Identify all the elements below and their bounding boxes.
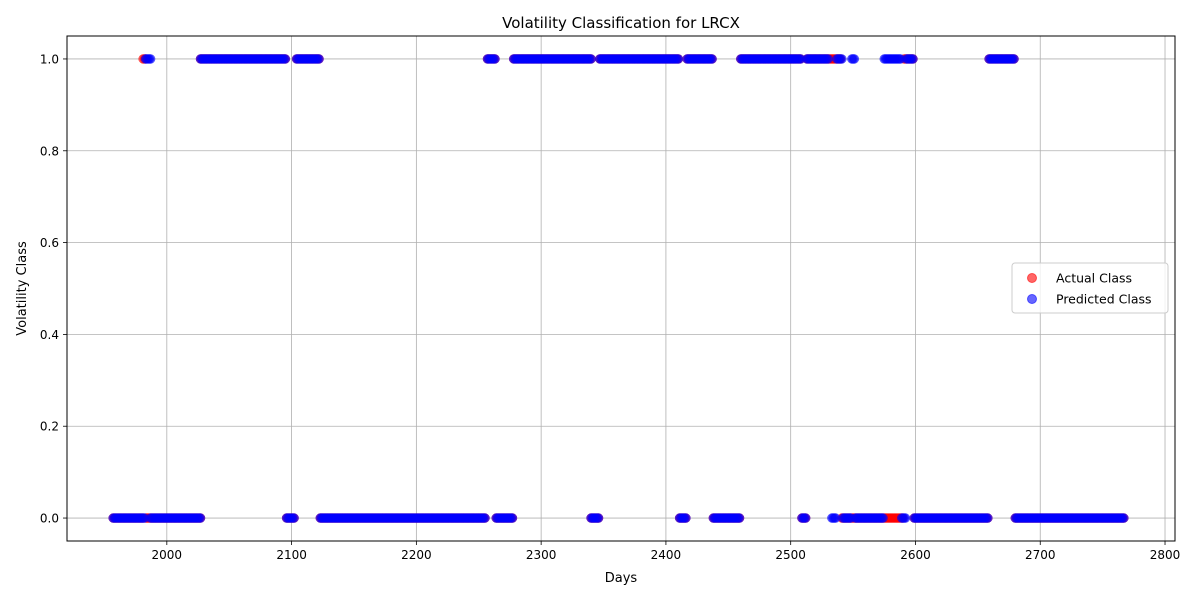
x-tick-label: 2200 [401,548,432,562]
predicted-class-point [900,513,911,523]
predicted-class-point [586,54,596,64]
legend-marker-actual [1027,273,1037,283]
y-tick-label: 0.6 [40,236,59,250]
predicted-class-point [681,513,691,523]
predicted-class-point [490,54,500,64]
plot-frame [66,35,1176,542]
x-tick-label: 2300 [526,548,557,562]
x-axis-ticks: 2000 2100 2200 2300 2400 2500 2600 2700 2800 [152,541,1181,562]
predicted-class-point [849,54,860,64]
legend-label-actual: Actual Class [1056,271,1132,286]
legend-box [1011,262,1169,314]
predicted-class-point [507,513,518,523]
x-tick-label: 2800 [1150,548,1181,562]
x-tick-label: 2400 [651,548,682,562]
predicted-class-point [145,54,156,64]
predicted-class-point [908,54,918,64]
predicted-class-point [673,54,684,64]
legend-label-predicted: Predicted Class [1056,292,1152,307]
x-axis-label: Days [605,571,638,586]
predicted-class-point [734,513,745,523]
x-tick-label: 2600 [900,548,931,562]
predicted-class-point [878,513,888,523]
predicted-class-point [280,54,291,64]
y-tick-label: 0.2 [40,420,59,434]
predicted-class-point [289,513,299,523]
predicted-class-point [707,54,717,64]
legend-marker-predicted [1027,294,1037,304]
x-tick-label: 2000 [152,548,183,562]
y-tick-label: 0.8 [40,144,59,158]
y-tick-label: 0.0 [40,512,59,526]
predicted-class-point [480,513,490,523]
y-tick-label: 0.4 [40,328,59,342]
predicted-class-point [314,54,324,64]
x-tick-label: 2700 [1025,548,1056,562]
predicted-class-point [195,513,206,523]
chart-title: Volatility Classification for LRCX [502,14,740,32]
predicted-class-point [983,513,993,523]
predicted-class-point [1119,513,1129,523]
y-axis-label: Volatility Class [15,241,30,336]
x-tick-label: 2500 [775,548,806,562]
predicted-class-point [1009,54,1019,64]
predicted-class-point [800,513,811,523]
predicted-class-point [823,54,833,64]
legend: Actual Class Predicted Class [1011,262,1169,314]
predicted-class-points [108,54,1129,523]
y-axis-ticks: 0.0 0.2 0.4 0.6 0.8 1.0 [40,52,67,526]
predicted-class-point [593,513,604,523]
x-tick-label: 2100 [276,548,307,562]
y-tick-label: 1.0 [40,52,59,66]
predicted-class-point [837,54,847,64]
